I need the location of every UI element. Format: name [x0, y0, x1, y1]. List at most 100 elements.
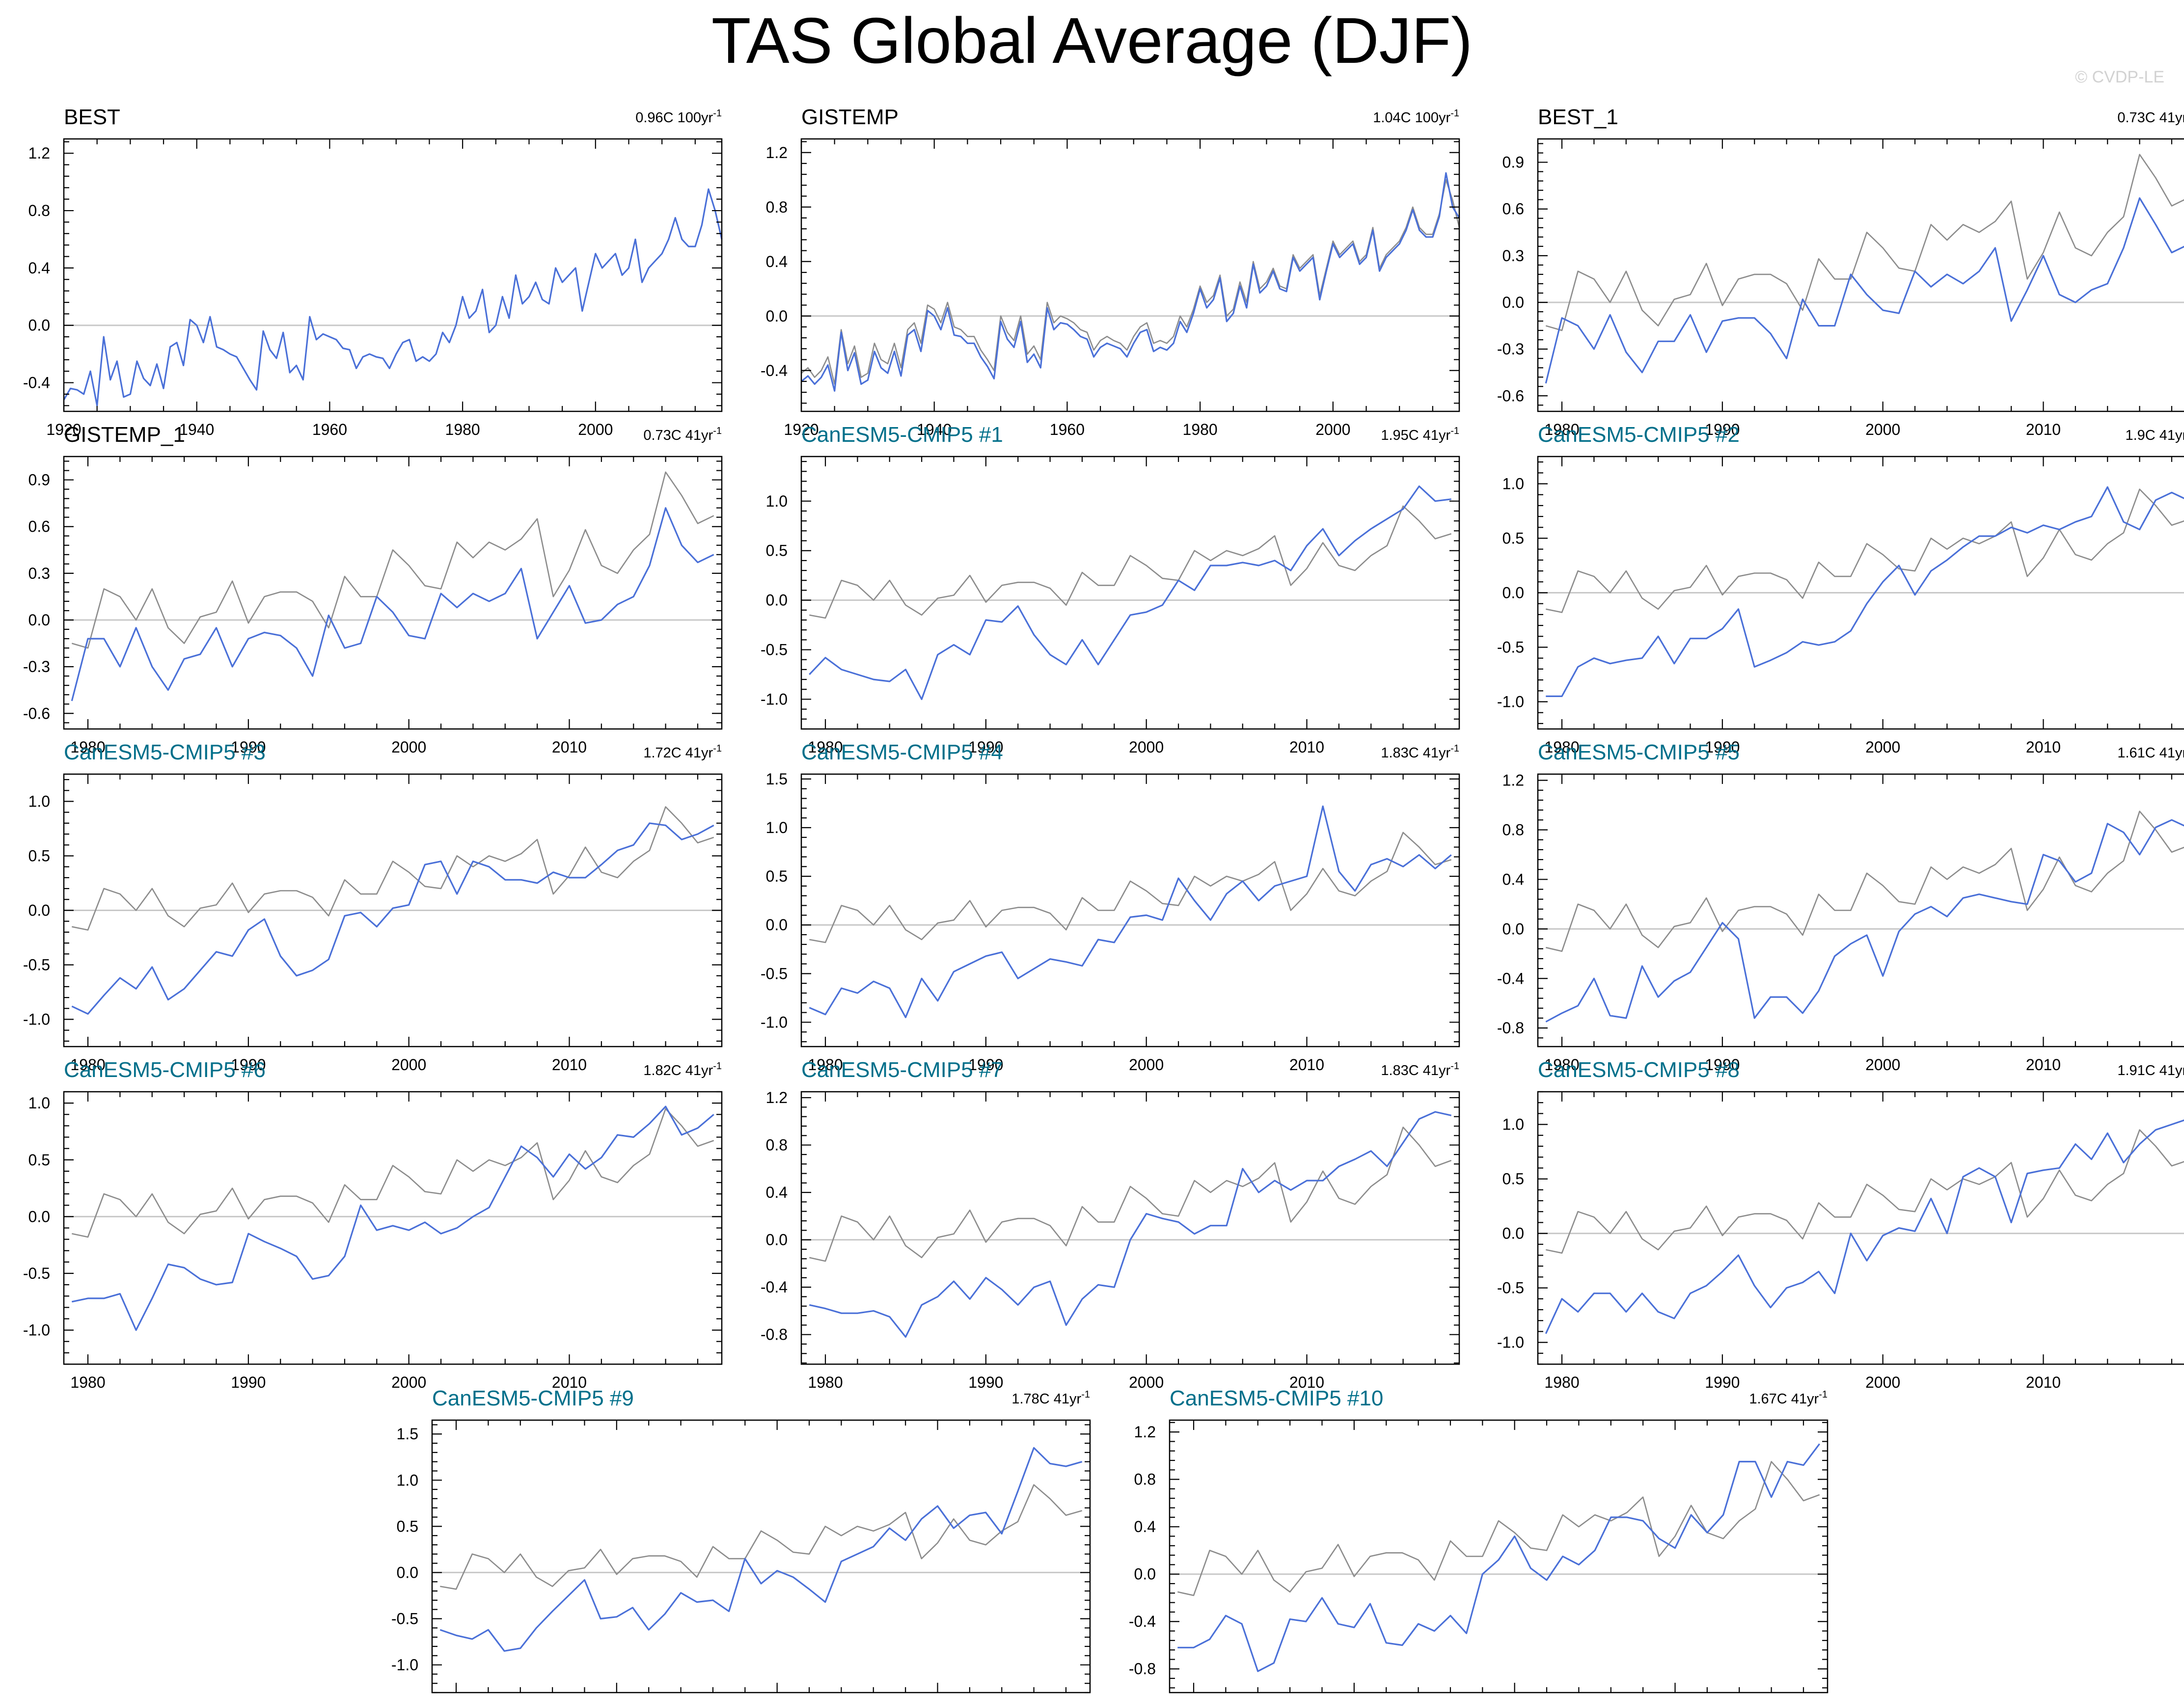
- x-tick-label: 1990: [968, 1374, 1003, 1391]
- x-tick-label: 2000: [1129, 1056, 1164, 1074]
- y-tick-label: 1.0: [766, 819, 788, 836]
- series-line-model: [1545, 1119, 2184, 1334]
- series-line-observed: [801, 179, 1460, 385]
- x-tick-label: 1990: [1705, 421, 1740, 438]
- x-tick-label: 2010: [2026, 1374, 2061, 1391]
- y-tick-label: 0.8: [766, 1136, 788, 1154]
- y-tick-label: 0.3: [28, 565, 50, 582]
- x-tick-label: 2000: [391, 1056, 426, 1074]
- panel-title: CanESM5-CMIP5 #1: [801, 423, 1003, 447]
- plot-frame: [800, 1091, 1460, 1365]
- y-tick-label: 0.4: [766, 1184, 788, 1201]
- y-tick-label: 0.0: [766, 592, 788, 609]
- x-tick-label: 2010: [2026, 421, 2061, 438]
- y-tick-label: 0.5: [28, 1151, 50, 1169]
- x-tick-label: 1980: [70, 738, 105, 756]
- y-tick-label: -1.0: [23, 1011, 50, 1028]
- y-tick-label: 0.6: [28, 518, 50, 536]
- series-line-observed: [440, 1484, 1083, 1590]
- x-tick-label: 2010: [552, 1056, 587, 1074]
- y-tick-label: 1.0: [1502, 1116, 1524, 1133]
- x-tick-label: 1980: [808, 738, 843, 756]
- chart-panel: 1980 1990 2000 2010 -0.6 -0.3 0.0 0.3 0.6 0.9 GIST…: [23, 423, 723, 756]
- y-tick-label: 0.0: [28, 1208, 50, 1225]
- panel-title: BEST_1: [1538, 105, 1618, 129]
- y-tick-label: -0.3: [1497, 340, 1524, 358]
- y-tick-label: -0.8: [1129, 1660, 1156, 1678]
- x-tick-label: 1980: [808, 1056, 843, 1074]
- y-tick-label: -0.3: [23, 658, 50, 675]
- x-tick-label: 2010: [1289, 738, 1324, 756]
- x-tick-label: 2000: [1129, 738, 1164, 756]
- x-tick-label: 1980: [445, 421, 480, 438]
- panel-title: CanESM5-CMIP5 #5: [1538, 740, 1740, 764]
- series-line-model: [809, 805, 1452, 1019]
- y-tick-label: 0.5: [1502, 1170, 1524, 1188]
- y-tick-label: -0.8: [761, 1326, 788, 1344]
- y-tick-label: 0.5: [766, 867, 788, 885]
- panel-title: CanESM5-CMIP5 #2: [1538, 423, 1740, 447]
- y-tick-label: -0.6: [1497, 387, 1524, 404]
- chart-panel: 1980 1990 2000 2010 -1.0 -0.5 0.0 0.5 1.0 CanESM5…: [1497, 423, 2184, 756]
- plot-frame: [800, 773, 1460, 1048]
- x-tick-label: 1920: [46, 421, 81, 438]
- y-tick-label: 1.0: [766, 492, 788, 510]
- series-line-model: [800, 172, 1460, 392]
- chart-panel: 1980 1990 2000 2010 -0.6 -0.3 0.0 0.3 0.6 0.9 BEST…: [1497, 105, 2184, 438]
- x-tick-label: 1980: [1544, 1374, 1579, 1391]
- x-tick-label: 2010: [1289, 1056, 1324, 1074]
- y-tick-label: -0.6: [23, 704, 50, 722]
- y-tick-label: 1.2: [28, 144, 50, 162]
- y-tick-label: 0.0: [1502, 920, 1524, 938]
- x-tick-label: 2010: [552, 1374, 587, 1391]
- y-tick-label: 0.8: [1134, 1471, 1156, 1488]
- plot-frame: [800, 456, 1460, 730]
- x-tick-label: 1990: [1705, 1374, 1740, 1391]
- trend-value: 1.9C 41yr: [2125, 428, 2184, 443]
- series-line-model: [809, 1111, 1452, 1338]
- y-tick-label: 0.5: [766, 542, 788, 560]
- x-tick-label: 1980: [1544, 1056, 1579, 1074]
- y-tick-label: 1.2: [1134, 1423, 1156, 1441]
- chart-panel: 1980 1990 2000 2010 -1.0 -0.5 0.0 0.5 1.0 CanESM5…: [1497, 1058, 2184, 1391]
- y-tick-label: 0.5: [397, 1517, 418, 1535]
- panel-title: CanESM5-CMIP5 #4: [801, 740, 1003, 764]
- series-line-observed: [809, 832, 1452, 943]
- x-tick-label: 2010: [2026, 1056, 2061, 1074]
- x-tick-label: 1940: [179, 421, 214, 438]
- y-tick-label: 1.2: [1502, 772, 1524, 789]
- y-tick-label: 0.6: [1502, 200, 1524, 218]
- panel-title: BEST: [64, 105, 120, 129]
- chart-panel: 1980199020002010-1.0-0.50.00.51.01.5CanE…: [391, 1386, 1091, 1694]
- y-tick-label: -0.5: [761, 641, 788, 659]
- y-tick-label: -1.0: [1497, 693, 1524, 711]
- trend-value: 1.83C 41yr: [1381, 745, 1450, 761]
- chart-panel: 1980 1990 2000 2010 -0.8 -0.4 0.0 0.4 0.8 1.2 CanE…: [1497, 740, 2184, 1074]
- x-tick-label: 2000: [1865, 738, 1900, 756]
- chart-panel: 1980 1990 2000 2010 -1.0 -0.5 0.0 0.5 1.0 CanESM5…: [23, 740, 723, 1074]
- y-tick-label: 0.0: [1134, 1565, 1156, 1583]
- x-tick-label: 1940: [917, 421, 952, 438]
- x-tick-label: 2010: [552, 738, 587, 756]
- trend-value: 1.78C 41yr: [1011, 1391, 1081, 1407]
- y-tick-label: 0.0: [28, 611, 50, 629]
- y-tick-label: -1.0: [761, 690, 788, 708]
- panel-title: CanESM5-CMIP5 #6: [64, 1058, 266, 1082]
- plot-frame: [63, 1091, 723, 1365]
- panel-title: GISTEMP: [801, 105, 899, 129]
- x-tick-label: 1980: [70, 1056, 105, 1074]
- panel-title: CanESM5-CMIP5 #7: [801, 1058, 1003, 1082]
- trend-label: 1.82C 41yr-1: [643, 1061, 722, 1078]
- y-tick-label: 0.4: [1134, 1518, 1156, 1535]
- series-line-observed: [1177, 1461, 1820, 1596]
- x-tick-label: 1960: [312, 421, 347, 438]
- series-line-model: [71, 822, 714, 1015]
- y-tick-label: -0.5: [23, 956, 50, 974]
- series-line-model: [1545, 197, 2184, 384]
- panel-title: CanESM5-CMIP5 #9: [432, 1386, 634, 1410]
- series-line-model: [71, 1105, 714, 1331]
- series-line-observed: [809, 505, 1452, 619]
- trend-value: 1.91C 41yr: [2117, 1063, 2184, 1078]
- series-line-model: [1177, 1443, 1820, 1672]
